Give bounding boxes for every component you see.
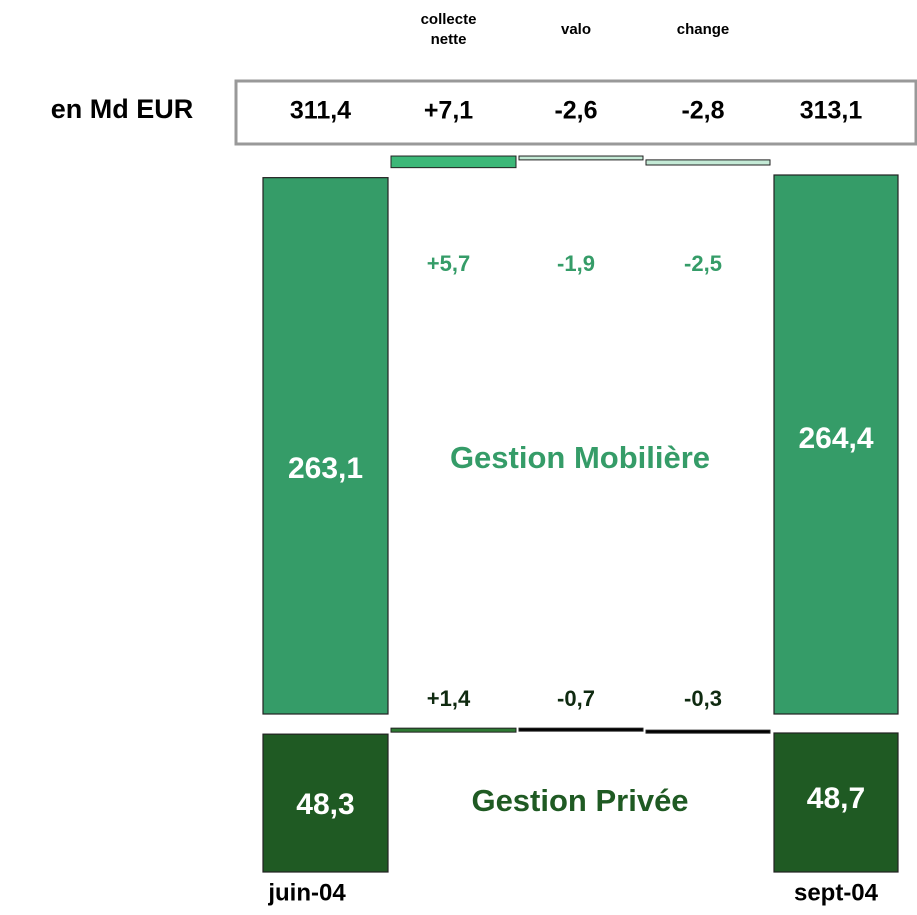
end-bar [773, 732, 899, 873]
start-value: 48,3 [296, 788, 354, 821]
change-label: -1,9 [557, 251, 595, 276]
change-box [518, 727, 644, 732]
total-value: -2,8 [681, 97, 724, 125]
change-box [518, 155, 644, 161]
start-category: juin-04 [267, 879, 346, 906]
series-name: Gestion Privée [471, 783, 688, 818]
change-label: -0,7 [557, 686, 595, 711]
step-label: collecte nette [420, 11, 477, 48]
change-box [645, 159, 771, 166]
totals-box [234, 79, 917, 146]
total-value: 311,4 [290, 97, 351, 125]
change-label: -2,5 [684, 251, 722, 276]
change-box [390, 155, 517, 169]
step-label: change [676, 21, 730, 38]
end-value: 264,4 [798, 422, 873, 455]
step-label: valo [560, 21, 591, 38]
total-value: -2,6 [554, 97, 597, 125]
change-label: +5,7 [427, 251, 470, 276]
start-bar [262, 733, 389, 873]
change-box [390, 727, 517, 733]
end-bar [773, 174, 899, 715]
change-box [645, 729, 771, 734]
start-bar [262, 177, 389, 715]
end-value: 48,7 [807, 782, 865, 815]
unit-label: en Md EUR [51, 94, 194, 124]
change-label: +1,4 [427, 686, 471, 711]
change-label: -0,3 [684, 686, 722, 711]
start-value: 263,1 [288, 452, 363, 485]
end-category: sept-04 [794, 879, 879, 906]
series-name: Gestion Mobilière [450, 440, 710, 475]
total-value: +7,1 [424, 97, 473, 125]
total-value: 313,1 [800, 97, 863, 125]
